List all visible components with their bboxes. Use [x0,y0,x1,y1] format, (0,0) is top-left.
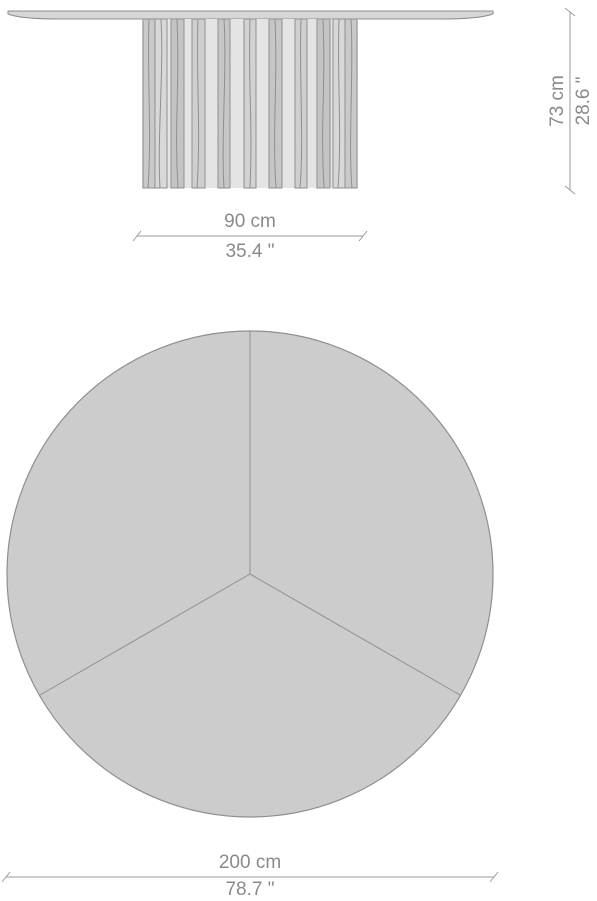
top-segment-seam-right [249,573,461,696]
base-width-dimension: 90 cm 35.4 " [132,211,368,262]
diameter-metric-label: 200 cm [219,852,281,873]
height-dimension: 73 cm 28.6 " [547,7,594,195]
diameter-imperial-label: 78.7 " [225,879,274,900]
table-top-profile [7,10,494,20]
top-diameter-dimension: 200 cm 78.7 " [1,852,499,900]
base-slats [142,18,358,189]
height-imperial-label: 28.6 " [573,76,594,125]
height-metric-label: 73 cm [547,75,568,127]
top-plan-view [6,330,494,818]
side-elevation-view [7,10,494,189]
top-segment-seam-left [39,573,251,696]
base-width-metric-label: 90 cm [224,211,276,232]
base-width-imperial-label: 35.4 " [225,241,274,262]
